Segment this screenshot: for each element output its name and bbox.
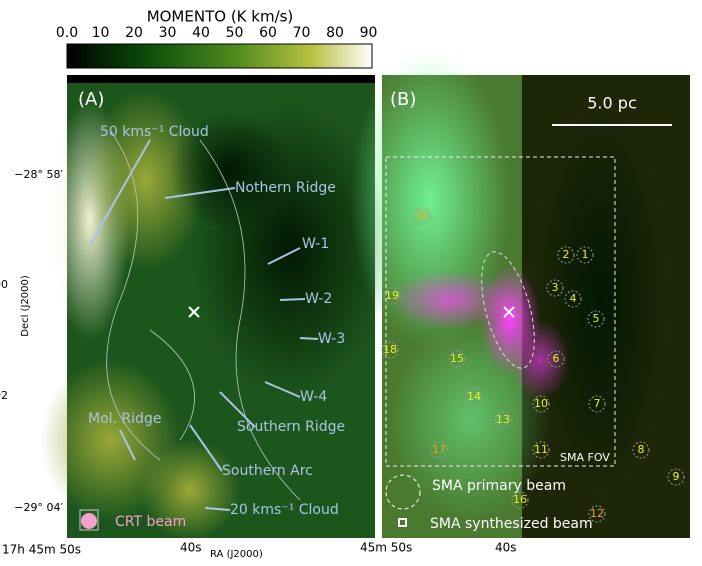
annotation: W-1: [302, 236, 329, 252]
fov-label: SMA FOV: [560, 451, 610, 464]
source-label: 7: [594, 397, 601, 410]
source-label: 12: [590, 507, 604, 520]
annotation: Nothern Ridge: [235, 180, 336, 196]
colorbar-tick: 60: [259, 25, 277, 41]
source-label: 16: [513, 493, 527, 506]
colorbar-tick: 10: [92, 25, 110, 41]
x-tick-label: 40s: [180, 541, 202, 555]
y-tick-label: 02: [0, 389, 8, 402]
annotation: Southern Ridge: [237, 419, 345, 435]
annotation: Southern Arc: [222, 463, 313, 479]
source-label: 18: [383, 343, 397, 356]
source-label: 19: [385, 289, 399, 302]
x-tick-label: 45m 50s: [360, 541, 412, 555]
source-label: 1: [582, 248, 589, 261]
colorbar-tick: 40: [192, 25, 210, 41]
arrow: [280, 299, 305, 300]
colorbar: [67, 44, 372, 68]
colorbar-tick: 30: [159, 25, 177, 41]
x-tick-label: 17h 45m 50s: [2, 543, 81, 557]
colorbar-title: MOMENTO (K km/s): [147, 8, 294, 26]
source-label: 20: [415, 209, 429, 222]
y-tick-label: 00: [0, 278, 8, 291]
x-axis-label: RA (J2000): [210, 549, 263, 560]
source-label: 14: [467, 390, 481, 403]
colorbar-tick: 50: [226, 25, 244, 41]
panel-label: (A): [78, 89, 104, 110]
colorbar-tick: 70: [293, 25, 311, 41]
source-label: 3: [552, 281, 559, 294]
colorbar-tick: 90: [360, 25, 378, 41]
source-label: 17: [432, 443, 446, 456]
source-label: 4: [570, 292, 577, 305]
synth-beam-label: SMA synthesized beam: [430, 516, 593, 532]
source-label: 2: [563, 248, 570, 261]
colorbar-tick: 20: [125, 25, 143, 41]
annotation: W-4: [300, 389, 327, 405]
annotation: 20 kms⁻¹ Cloud: [230, 502, 339, 518]
annotation: W-2: [305, 291, 332, 307]
beam-label: CRT beam: [115, 514, 186, 530]
source-label: 13: [496, 413, 510, 426]
source-label: 8: [638, 443, 645, 456]
colorbar-tick: 0.0: [56, 25, 78, 41]
y-tick-label: −29° 04′: [14, 501, 63, 514]
colorbar-tick: 80: [326, 25, 344, 41]
primary-beam-label: SMA primary beam: [432, 478, 566, 494]
source-label: 15: [450, 352, 464, 365]
source-label: 10: [534, 397, 548, 410]
arrow: [300, 338, 318, 339]
panel-b: [350, 50, 690, 538]
annotation: Mol. Ridge: [88, 411, 161, 427]
scale-label: 5.0 pc: [587, 94, 636, 113]
source-label: 9: [673, 470, 680, 483]
x-tick-label: 40s: [495, 541, 517, 555]
source-label: 5: [593, 312, 600, 325]
panel-a: [40, 75, 390, 540]
source-label: 11: [534, 443, 548, 456]
y-tick-label: −28° 58′: [14, 168, 63, 181]
panel-label: (B): [390, 89, 416, 110]
annotation: W-3: [318, 331, 345, 347]
annotation: 50 kms⁻¹ Cloud: [100, 124, 209, 140]
figure: MOMENTO (K km/s) Decl (J2000) 0.0 10 20 30 4…: [0, 0, 702, 562]
source-label: 6: [553, 352, 560, 365]
y-axis-label: Decl (J2000): [20, 275, 31, 337]
